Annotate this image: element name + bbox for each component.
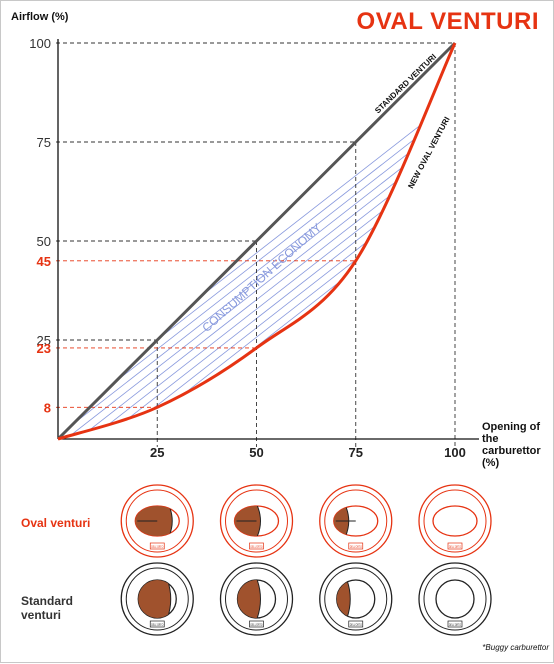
venturi-badge-text: DELL'ORTO	[251, 622, 263, 627]
hatch-line	[245, 111, 455, 439]
venturi-badge-text: DELL'ORTO	[151, 622, 163, 627]
venturi-inner-ring	[125, 489, 189, 553]
y-tick-label: 25	[37, 333, 51, 348]
throttle-slide	[138, 580, 172, 618]
venturi-badge	[249, 620, 264, 628]
hatch-line	[125, 111, 455, 439]
venturi-badge	[249, 542, 264, 550]
hatch-line	[425, 111, 455, 439]
y-tick-label: 100	[29, 36, 51, 51]
hatch-line	[101, 111, 455, 439]
venturi-badge-text: DELL'ORTO	[251, 544, 263, 549]
standard-venturi-100: DELL'ORTO	[418, 562, 492, 636]
venturi-badge	[447, 620, 463, 628]
series-line-oval	[57, 42, 457, 441]
hatch-line	[113, 111, 455, 439]
hatch-line	[522, 111, 554, 439]
hatch-line	[486, 111, 554, 439]
series-line-standard	[56, 41, 457, 441]
footnote: *Buggy carburettor	[482, 643, 549, 652]
x-tick-label: 100	[444, 445, 466, 460]
row-label-standard: Standard venturi	[21, 594, 74, 622]
venturi-inner-ring	[125, 567, 189, 631]
hatch-line	[534, 111, 554, 439]
oval-venturi-50: DELL'ORTO	[219, 484, 294, 558]
venturi-badge-text: DELL'ORTO	[350, 544, 362, 549]
y-tick-label-oval: 8	[44, 400, 51, 415]
hatch-line	[365, 111, 455, 439]
venturi-inner-ring	[423, 489, 487, 553]
hatch-line	[281, 111, 455, 439]
standard-venturi-50: DELL'ORTO	[219, 562, 294, 636]
venturi-bore	[435, 579, 475, 619]
hatch-line	[89, 111, 455, 439]
hatch-line	[185, 111, 455, 439]
venturi-badge	[149, 542, 165, 550]
venturi-badge	[348, 542, 364, 550]
hatch-line	[389, 111, 455, 439]
hatch-line	[233, 111, 455, 439]
venturi-badge-text: DELL'ORTO	[350, 622, 362, 627]
venturi-inner-ring	[423, 567, 487, 631]
x-tick-label: 25	[150, 445, 164, 460]
venturi-inner-ring	[225, 489, 288, 553]
hatch-line	[58, 111, 451, 439]
series-label-oval: NEW OVAL VENTURI	[406, 115, 451, 190]
hatch-line	[58, 111, 455, 439]
venturi-badge-text: DELL'ORTO	[151, 544, 163, 549]
hatch-line	[413, 111, 455, 439]
throttle-slide	[237, 580, 261, 618]
hatch-line	[305, 111, 455, 439]
chart-title: OVAL VENTURI	[356, 8, 539, 35]
hatch-line	[474, 111, 554, 439]
hatch-line	[546, 111, 554, 439]
x-axis-label: Opening of the carburettor (%)	[482, 421, 541, 469]
standard-venturi-75: DELL'ORTO	[319, 562, 393, 636]
y-axis-label: Airflow (%)	[11, 11, 69, 23]
venturi-inner-ring	[225, 567, 288, 631]
venturi-badge-text: DELL'ORTO	[449, 622, 461, 627]
venturi-badge-text: DELL'ORTO	[449, 544, 461, 549]
oval-venturi-100: DELL'ORTO	[418, 484, 492, 558]
oval-venturi-75: DELL'ORTO	[319, 484, 393, 558]
hatch-line	[329, 111, 455, 439]
x-tick-label: 50	[249, 445, 263, 460]
hatch-line	[462, 111, 554, 439]
venturi-badge	[348, 620, 364, 628]
hatch-line	[449, 111, 455, 439]
y-tick-label: 75	[37, 135, 51, 150]
hatch-line	[149, 111, 455, 439]
y-tick-label-oval: 23	[37, 341, 51, 356]
hatch-line	[58, 111, 439, 439]
hatch-line	[173, 111, 455, 439]
x-tick-label: 75	[349, 445, 363, 460]
hatch-line	[353, 111, 455, 439]
venturi-badge	[149, 620, 165, 628]
hatch-line	[498, 111, 554, 439]
y-tick-label: 50	[37, 234, 51, 249]
hatch-line	[317, 111, 455, 439]
hatch-line	[77, 111, 455, 439]
hatch-line	[510, 111, 554, 439]
venturi-bore	[432, 505, 478, 537]
venturi-inner-ring	[324, 489, 388, 553]
hatch-line	[341, 111, 455, 439]
row-label-oval: Oval venturi	[21, 516, 91, 530]
venturi-badge	[447, 542, 463, 550]
y-tick-label-oval: 45	[37, 254, 51, 269]
venturi-inner-ring	[324, 567, 388, 631]
oval-venturi-25: DELL'ORTO	[120, 484, 194, 558]
standard-venturi-25: DELL'ORTO	[120, 562, 194, 636]
